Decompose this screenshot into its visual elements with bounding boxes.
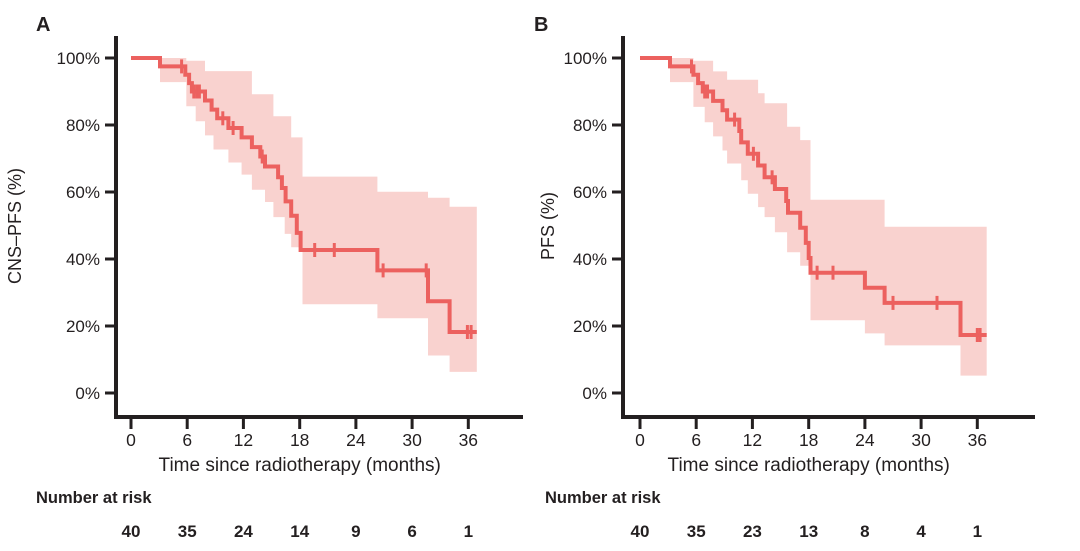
x-tick-label: 36 xyxy=(968,430,987,450)
y-tick-label: 40% xyxy=(66,250,100,269)
risk-table-label: Number at risk xyxy=(545,489,661,507)
x-axis-label: Time since radiotherapy (months) xyxy=(668,455,950,476)
x-tick-label: 24 xyxy=(346,430,366,450)
x-tick-label: 24 xyxy=(855,430,875,450)
x-tick-label: 18 xyxy=(290,430,309,450)
x-tick-label: 6 xyxy=(691,430,701,450)
y-tick-label: 0% xyxy=(75,384,100,403)
y-tick-label: 80% xyxy=(573,116,607,135)
y-tick-label: 60% xyxy=(573,183,607,202)
risk-count: 9 xyxy=(351,522,360,541)
y-axis-label: CNS–PFS (%) xyxy=(5,168,25,284)
risk-count: 13 xyxy=(799,522,818,541)
x-tick-label: 0 xyxy=(126,430,136,450)
risk-count: 23 xyxy=(743,522,762,541)
x-tick-label: 30 xyxy=(911,430,931,450)
km-curve xyxy=(640,56,987,337)
risk-count: 35 xyxy=(687,522,706,541)
y-axis-label: PFS (%) xyxy=(538,192,558,260)
risk-count: 35 xyxy=(178,522,197,541)
confidence-band xyxy=(670,58,987,376)
x-tick-label: 36 xyxy=(459,430,478,450)
x-tick-label: 18 xyxy=(799,430,818,450)
km-panel-a: 100% 80% 60% 40% 20% 0% 0 6 12 18 24 30 36 Time since… xyxy=(5,14,523,541)
y-tick-label: 40% xyxy=(573,250,607,269)
y-tick-label: 100% xyxy=(564,49,607,68)
risk-count: 4 xyxy=(916,522,926,541)
y-tick-label: 20% xyxy=(573,317,607,336)
risk-count: 24 xyxy=(234,522,253,541)
panel-letter: B xyxy=(534,14,548,36)
x-tick-label: 6 xyxy=(182,430,192,450)
confidence-band xyxy=(160,58,477,372)
x-tick-label: 12 xyxy=(234,430,253,450)
y-tick-label: 60% xyxy=(66,183,100,202)
risk-count: 1 xyxy=(973,522,982,541)
risk-count: 14 xyxy=(290,522,309,541)
risk-count: 40 xyxy=(631,522,650,541)
x-tick-label: 0 xyxy=(635,430,645,450)
x-axis-label: Time since radiotherapy (months) xyxy=(159,455,441,476)
y-tick-label: 100% xyxy=(57,49,100,68)
risk-count: 40 xyxy=(122,522,141,541)
y-tick-label: 80% xyxy=(66,116,100,135)
risk-table-label: Number at risk xyxy=(36,489,152,507)
risk-count: 8 xyxy=(860,522,869,541)
risk-count: 1 xyxy=(464,522,473,541)
x-tick-label: 12 xyxy=(743,430,762,450)
y-tick-label: 20% xyxy=(66,317,100,336)
km-curve xyxy=(131,56,477,334)
panel-letter: A xyxy=(36,14,50,36)
y-tick-label: 0% xyxy=(582,384,607,403)
risk-count: 6 xyxy=(407,522,416,541)
x-tick-label: 30 xyxy=(402,430,422,450)
